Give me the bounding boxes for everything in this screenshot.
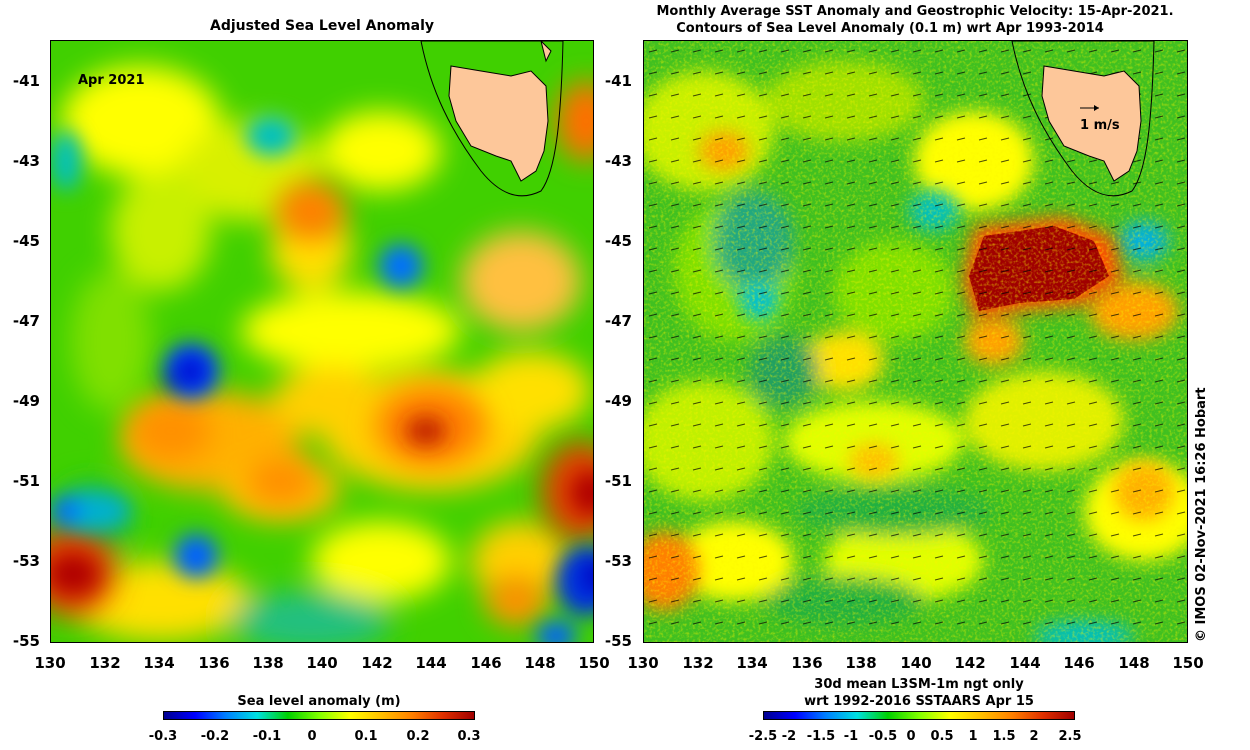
left-y-tick-49: -49	[12, 392, 40, 410]
velocity-arrow-icon	[1094, 105, 1099, 111]
right-cb-tick-9: 2	[1029, 729, 1039, 744]
sst-anomaly-map	[644, 41, 1187, 642]
left-x-tick-150: 150	[578, 654, 610, 672]
left-y-tick-47: -47	[12, 312, 40, 330]
velocity-scale-label: 1 m/s	[1080, 118, 1120, 133]
right-x-tick-132: 132	[682, 654, 714, 672]
right-cb-tick-10: 2.5	[1058, 729, 1082, 744]
right-panel-title-line1: Monthly Average SST Anomaly and Geostrop…	[656, 4, 1174, 19]
left-cb-tick-4: 0.1	[354, 729, 378, 744]
left-cb-tick-2: -0.1	[252, 729, 282, 744]
right-x-tick-136: 136	[791, 654, 823, 672]
right-cb-tick-6: 0.5	[930, 729, 954, 744]
right-cb-tick-2: -1.5	[806, 729, 836, 744]
right-cb-tick-8: 1.5	[992, 729, 1016, 744]
right-cb-tick-7: 1	[968, 729, 978, 744]
left-y-tick-45: -45	[12, 232, 40, 250]
left-x-tick-148: 148	[524, 654, 556, 672]
right-colorbar-title-line2: wrt 1992-2016 SSTAARS Apr 15	[804, 694, 1034, 709]
left-x-tick-138: 138	[252, 654, 284, 672]
left-x-tick-132: 132	[89, 654, 121, 672]
left-x-tick-140: 140	[306, 654, 338, 672]
right-y-tick-47: -47	[604, 312, 632, 330]
left-x-tick-136: 136	[198, 654, 230, 672]
right-cb-tick-0: -2.5	[748, 729, 778, 744]
date-label: Apr 2021	[78, 73, 145, 88]
left-cb-tick-5: 0.2	[406, 729, 430, 744]
right-cb-tick-1: -2	[781, 729, 797, 744]
right-x-tick-130: 130	[627, 654, 659, 672]
right-colorbar-title-line1: 30d mean L3SM-1m ngt only	[814, 677, 1024, 692]
left-y-tick-55: -55	[12, 632, 40, 650]
imos-credit: © IMOS 02-Nov-2021 16:26 Hobart	[1194, 387, 1209, 642]
left-x-tick-144: 144	[415, 654, 447, 672]
tasmania-land	[448, 65, 549, 182]
right-y-tick-41: -41	[604, 72, 632, 90]
left-y-tick-51: -51	[12, 472, 40, 490]
left-colorbar	[163, 711, 475, 720]
left-x-tick-134: 134	[143, 654, 175, 672]
right-y-tick-53: -53	[604, 552, 632, 570]
left-cb-tick-0: -0.3	[148, 729, 178, 744]
left-x-tick-130: 130	[34, 654, 66, 672]
right-map-panel[interactable]: 1 m/s	[643, 40, 1188, 643]
right-cb-tick-3: -1	[843, 729, 859, 744]
left-cb-tick-6: 0.3	[457, 729, 481, 744]
left-x-tick-142: 142	[361, 654, 393, 672]
left-x-tick-146: 146	[470, 654, 502, 672]
right-x-tick-138: 138	[845, 654, 877, 672]
right-x-tick-150: 150	[1172, 654, 1204, 672]
left-y-tick-43: -43	[12, 152, 40, 170]
left-cb-tick-3: 0	[307, 729, 317, 744]
right-colorbar	[763, 711, 1075, 720]
left-y-tick-53: -53	[12, 552, 40, 570]
right-x-tick-134: 134	[736, 654, 768, 672]
right-cb-tick-5: 0	[906, 729, 916, 744]
sea-level-anomaly-map	[51, 41, 593, 642]
right-y-tick-51: -51	[604, 472, 632, 490]
right-x-tick-146: 146	[1063, 654, 1095, 672]
right-x-tick-142: 142	[954, 654, 986, 672]
right-x-tick-148: 148	[1118, 654, 1150, 672]
tasmania-land-right	[1041, 65, 1142, 182]
left-cb-tick-1: -0.2	[200, 729, 230, 744]
left-map-panel[interactable]: Apr 2021	[50, 40, 594, 643]
right-y-tick-49: -49	[604, 392, 632, 410]
left-panel-title: Adjusted Sea Level Anomaly	[209, 18, 435, 34]
left-colorbar-title: Sea level anomaly (m)	[237, 694, 401, 709]
right-x-tick-140: 140	[900, 654, 932, 672]
left-y-tick-41: -41	[12, 72, 40, 90]
right-cb-tick-4: -0.5	[868, 729, 898, 744]
right-y-tick-55: -55	[604, 632, 632, 650]
right-y-tick-45: -45	[604, 232, 632, 250]
right-y-tick-43: -43	[604, 152, 632, 170]
right-x-tick-144: 144	[1009, 654, 1041, 672]
right-panel-title-line2: Contours of Sea Level Anomaly (0.1 m) wr…	[676, 21, 1104, 36]
